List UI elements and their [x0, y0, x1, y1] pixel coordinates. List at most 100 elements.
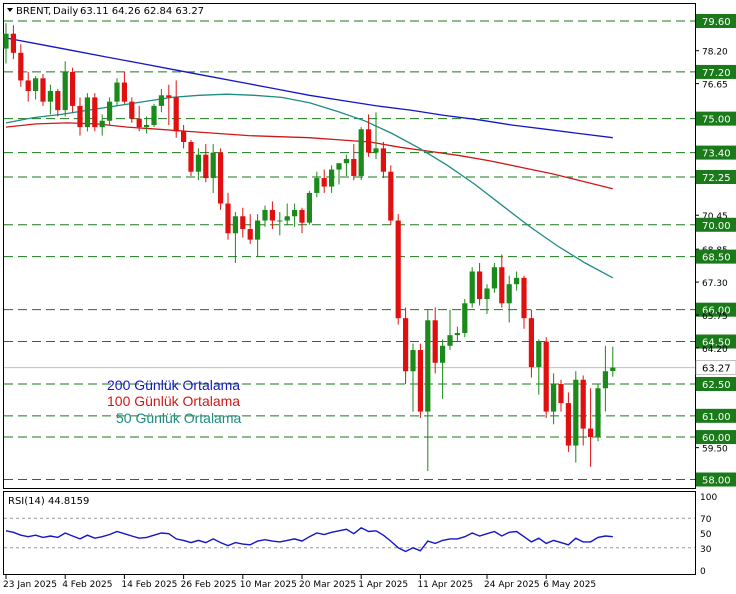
candle-body — [62, 71, 68, 111]
candle-body — [425, 320, 431, 412]
price-level-badge — [696, 376, 736, 391]
price-tick-label: 59.50 — [702, 445, 728, 455]
rsi-panel: 100 70 50 30 0 — [4, 493, 717, 577]
candle-body — [588, 428, 594, 438]
candle-body — [558, 383, 564, 404]
price-tick-label: 67.30 — [702, 279, 728, 289]
price-level-badge-label: 77.20 — [702, 68, 731, 79]
candle-body — [188, 141, 194, 172]
price-level-badge — [696, 217, 736, 232]
support-resistance-levels — [4, 20, 695, 481]
candle-body — [99, 120, 105, 128]
price-axis: 79.60 78.20 77.20 76.65 75.00 73.40 72.25 70.45… — [695, 13, 736, 487]
candle-body — [417, 350, 423, 412]
candle-body — [151, 105, 157, 125]
price-tick-label: 78.20 — [702, 48, 728, 58]
candle-body — [25, 80, 31, 92]
moving-average-line-0 — [5, 37, 613, 139]
rsi-tick-label: 0 — [700, 567, 706, 577]
symbol-label: BRENT — [16, 6, 51, 17]
candle-body — [195, 154, 201, 172]
candle-body — [366, 129, 372, 153]
candle-body — [114, 82, 120, 102]
candle-body — [462, 303, 468, 334]
candle-body — [218, 152, 224, 204]
candle-body — [225, 203, 231, 234]
price-level-badge — [696, 249, 736, 264]
candle-body — [403, 318, 409, 372]
date-tick-label: 14 Feb 2025 — [121, 580, 177, 590]
price-tick-label: 64.20 — [702, 345, 728, 355]
candle-body — [432, 320, 438, 363]
price-level-badge-label: 64.50 — [702, 338, 731, 349]
candle-body — [284, 216, 290, 221]
price-level-badge-label: 60.00 — [702, 433, 731, 444]
candle-body — [528, 318, 534, 367]
price-level-badge — [696, 430, 736, 445]
candle-body — [84, 97, 90, 128]
candle-body — [447, 335, 453, 346]
date-tick-label: 1 Apr 2025 — [358, 580, 408, 590]
candle-body — [329, 169, 335, 187]
price-level-badge — [696, 408, 736, 423]
candle-body — [292, 209, 298, 217]
price-level-badge — [696, 111, 736, 126]
price-level-badge-label: 58.00 — [702, 476, 731, 487]
candle-body — [247, 229, 253, 240]
price-level-badge — [696, 472, 736, 487]
candle-body — [158, 95, 164, 106]
candle-body — [166, 95, 172, 98]
candle-body — [380, 148, 386, 172]
candle-body — [351, 158, 357, 176]
candle-body — [121, 82, 127, 102]
price-level-badge-label: 68.50 — [702, 253, 731, 264]
price-level-badge-label: 70.00 — [702, 221, 731, 232]
candle-body — [410, 350, 416, 372]
rsi-line — [5, 526, 613, 553]
rsi-label: RSI(14) 44.8159 — [8, 496, 89, 507]
dropdown-triangle-icon[interactable] — [7, 8, 13, 12]
candle-body — [469, 271, 475, 304]
candle-body — [499, 267, 505, 304]
last-price-badge — [695, 360, 736, 375]
candle-body — [580, 379, 586, 429]
legend-item-50: 50 Günlük Ortalama — [116, 410, 241, 426]
date-axis: 23 Jan 2025 4 Feb 2025 14 Feb 2025 26 Feb 2… — [3, 575, 596, 590]
candle-body — [181, 131, 187, 142]
candle-body — [373, 148, 379, 153]
candle-body — [136, 118, 142, 128]
candle-body — [55, 91, 61, 111]
timeframe-separator: , — [48, 6, 51, 17]
price-level-badge-label: 79.60 — [702, 17, 731, 28]
rsi-tick-label: 50 — [700, 530, 712, 540]
rsi-tick-label: 30 — [700, 545, 712, 555]
legend-item-100: 100 Günlük Ortalama — [107, 393, 240, 409]
candle-body — [47, 91, 53, 102]
price-tick-label: 70.45 — [702, 212, 728, 222]
candle-body — [454, 333, 460, 336]
candle-body — [232, 216, 238, 234]
candle-body — [602, 371, 608, 389]
last-price-label: 63.27 — [702, 364, 731, 375]
candle-body — [321, 178, 327, 187]
price-level-badge — [696, 145, 736, 160]
candle-body — [269, 209, 275, 221]
candle-body — [440, 345, 446, 363]
price-level-badge — [696, 170, 736, 185]
chart-header[interactable]: BRENT , Daily 63.11 64.26 62.84 63.27 — [7, 6, 204, 17]
candle-body — [306, 192, 312, 223]
candle-body — [551, 383, 557, 412]
candle-body — [144, 125, 150, 128]
date-tick-label: 4 Feb 2025 — [62, 580, 112, 590]
candle-body — [521, 277, 527, 319]
candle-body — [610, 367, 616, 372]
price-level-badge — [696, 302, 736, 317]
price-tick-label: 76.65 — [702, 81, 728, 91]
date-tick-label: 10 Mar 2025 — [240, 580, 297, 590]
moving-average-line-1 — [5, 122, 613, 190]
legend-item-200: 200 Günlük Ortalama — [107, 377, 240, 393]
candle-body — [358, 129, 364, 176]
ohlc-values: 63.11 64.26 62.84 63.27 — [80, 6, 204, 17]
candle-body — [506, 284, 512, 304]
